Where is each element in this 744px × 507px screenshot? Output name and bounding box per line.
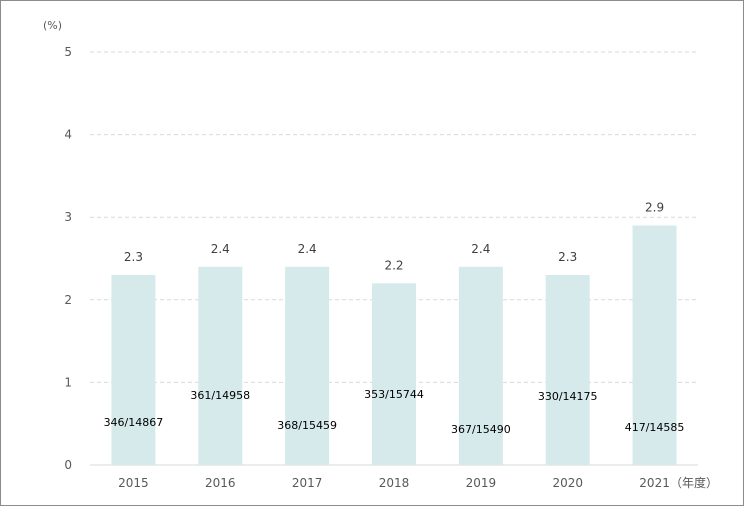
bar-inner-label: 361/14958 (190, 389, 250, 402)
x-tick-label: 2021 (639, 476, 670, 490)
bar-value-label: 2.3 (124, 250, 143, 264)
y-tick-label: 4 (64, 128, 72, 142)
y-tick-label: 5 (64, 45, 72, 59)
y-tick-label: 0 (64, 458, 72, 472)
x-tick-label: 2020 (552, 476, 583, 490)
bar-value-label: 2.4 (298, 242, 317, 256)
bar-inner-label: 330/14175 (538, 390, 598, 403)
labels: 0 1 2 3 4 5 2.3 346/14867 2015 2.4 361/14958 2016 2.… (64, 45, 684, 490)
bar-inner-label: 353/15744 (364, 388, 424, 401)
bar-value-label: 2.4 (471, 242, 490, 256)
bar (111, 275, 156, 465)
bar-inner-label: 417/14585 (625, 421, 685, 434)
bar (285, 266, 330, 465)
bar (632, 225, 677, 465)
bar (372, 283, 416, 465)
x-tick-label: 2018 (379, 476, 410, 490)
y-unit-label: (%) (43, 19, 62, 32)
x-unit-label: （年度） (670, 475, 718, 490)
bar (198, 266, 243, 465)
x-tick-label: 2015 (118, 476, 149, 490)
bar-inner-label: 367/15490 (451, 423, 511, 436)
y-tick-label: 3 (64, 210, 72, 224)
bar-inner-label: 368/15459 (277, 419, 337, 432)
x-tick-label: 2019 (466, 476, 497, 490)
bars (111, 225, 677, 465)
x-tick-label: 2016 (205, 476, 236, 490)
bar-value-label: 2.4 (211, 242, 230, 256)
bar-value-label: 2.2 (384, 258, 403, 272)
bar-value-label: 2.9 (645, 200, 664, 214)
bar-inner-label: 346/14867 (104, 416, 164, 429)
x-tick-label: 2017 (292, 476, 323, 490)
y-tick-label: 2 (64, 293, 72, 307)
bar-value-label: 2.3 (558, 250, 577, 264)
bar (545, 275, 590, 465)
bar (458, 266, 503, 465)
y-tick-label: 1 (64, 375, 72, 389)
